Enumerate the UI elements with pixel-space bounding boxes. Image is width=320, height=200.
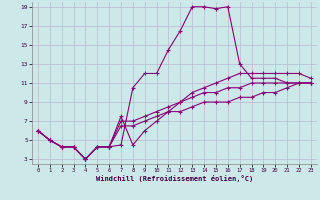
X-axis label: Windchill (Refroidissement éolien,°C): Windchill (Refroidissement éolien,°C): [96, 175, 253, 182]
